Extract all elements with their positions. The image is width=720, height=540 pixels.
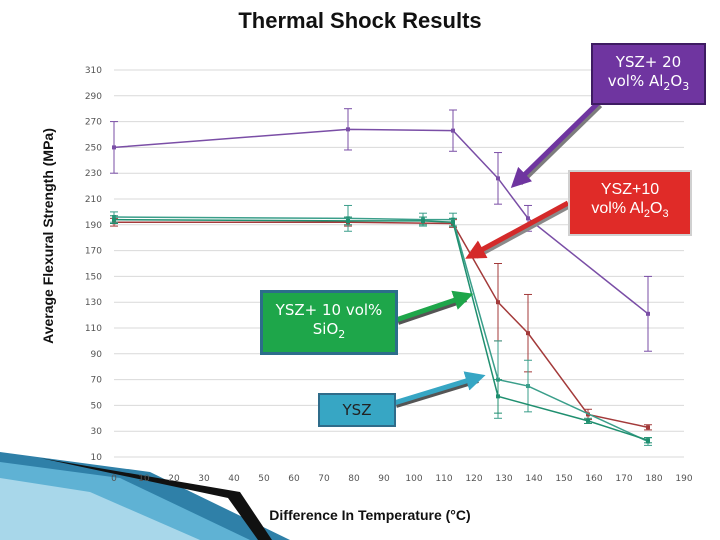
x-tick-label: 70	[318, 474, 330, 484]
data-point	[112, 145, 116, 150]
y-tick-label: 30	[91, 427, 103, 437]
y-tick-label: 190	[85, 221, 102, 231]
callout-sub: 3	[662, 208, 669, 221]
data-point	[646, 311, 650, 316]
decor-wave-light	[0, 478, 200, 540]
callout-ysz-10-al2o3: YSZ+10 vol% Al2O3	[568, 170, 692, 236]
x-tick-label: 170	[615, 474, 632, 484]
x-tick-label: 120	[465, 474, 482, 484]
data-point	[526, 331, 530, 336]
series-line	[113, 128, 649, 315]
x-tick-label: 150	[555, 474, 572, 484]
x-tick-label: 50	[258, 474, 270, 484]
callout-line2: SiO	[312, 320, 339, 338]
x-tick-label: 160	[585, 474, 602, 484]
data-point	[346, 218, 350, 223]
x-tick-label: 20	[168, 474, 180, 484]
x-tick-label: 30	[198, 474, 210, 484]
x-tick-label: 90	[378, 474, 390, 484]
y-tick-label: 70	[91, 376, 103, 386]
y-tick-label: 130	[85, 298, 102, 308]
y-tick-label: 290	[85, 92, 102, 102]
slide-decoration	[0, 452, 290, 540]
callout-line2: vol% Al	[607, 72, 664, 90]
y-tick-label: 150	[85, 272, 102, 282]
callout-ysz: YSZ	[318, 393, 396, 427]
x-tick-labels: 0 10 20 30 40 50 60 70 80 90 100 110 120 130 140 150 160…	[111, 474, 693, 484]
x-tick-label: 80	[348, 474, 360, 484]
data-point	[526, 384, 530, 389]
y-tick-labels: 10 30 50 70 90 110 130 150 170 190 210 230 250 270 290…	[85, 66, 102, 463]
callout-sub: 2	[663, 80, 671, 93]
callout-line1: YSZ+ 20	[615, 53, 682, 71]
data-point	[496, 300, 500, 305]
x-axis-label: Difference In Temperature (°C)	[269, 507, 471, 523]
x-tick-label: 40	[228, 474, 240, 484]
arrow-ysz20	[510, 101, 600, 188]
data-point	[112, 217, 116, 222]
callout-line2: vol% Al	[591, 200, 644, 217]
callout-line1: YSZ	[342, 401, 372, 419]
data-point	[421, 218, 425, 223]
callout-sub: 2	[338, 328, 346, 341]
data-point	[646, 425, 650, 430]
y-tick-label: 170	[85, 247, 102, 257]
callout-arrows	[393, 101, 603, 408]
series-3	[110, 215, 652, 444]
x-tick-label: 60	[288, 474, 300, 484]
callout-line1: YSZ+10	[600, 181, 660, 198]
chart-title: Thermal Shock Results	[238, 8, 482, 33]
x-tick-label: 180	[645, 474, 662, 484]
callout-sub: 2	[643, 208, 650, 221]
arrow-ysz10si	[395, 290, 474, 323]
data-point	[646, 438, 650, 443]
callout-mid: O	[650, 200, 663, 217]
x-tick-label: 130	[495, 474, 512, 484]
data-point	[346, 127, 350, 132]
y-tick-label: 90	[91, 350, 103, 360]
arrow-ysz10al	[465, 200, 570, 259]
data-point	[496, 394, 500, 399]
y-tick-label: 110	[85, 324, 102, 334]
x-tick-label: 10	[138, 474, 150, 484]
data-point	[586, 418, 590, 423]
y-tick-label: 210	[85, 195, 102, 205]
y-tick-label: 310	[85, 66, 102, 76]
x-tick-label: 190	[675, 474, 692, 484]
y-tick-label: 250	[85, 143, 102, 153]
arrow-ysz	[393, 371, 486, 406]
callout-ysz-20-al2o3: YSZ+ 20 vol% Al2O3	[591, 43, 706, 105]
y-tick-label: 270	[85, 118, 102, 128]
x-tick-label: 0	[111, 474, 117, 484]
data-point	[451, 220, 455, 225]
series-layer	[110, 108, 652, 446]
data-point	[526, 216, 530, 221]
callout-sub: 3	[682, 80, 690, 93]
y-tick-label: 230	[85, 169, 102, 179]
callout-mid: O	[670, 72, 683, 90]
callout-ysz-10-sio2: YSZ+ 10 vol% SiO2	[260, 290, 398, 355]
x-tick-label: 100	[405, 474, 422, 484]
data-point	[496, 176, 500, 181]
callout-line1: YSZ+ 10 vol%	[275, 301, 383, 319]
data-point	[451, 128, 455, 133]
arrow-ysz10al-shadow	[474, 202, 572, 259]
y-tick-label: 50	[91, 401, 103, 411]
arrow-ysz20-shadow	[517, 102, 603, 186]
y-tick-label: 10	[91, 453, 103, 463]
x-tick-label: 110	[435, 474, 452, 484]
x-tick-label: 140	[525, 474, 542, 484]
y-axis-label: Average Flexural Strength (MPa)	[40, 128, 56, 344]
